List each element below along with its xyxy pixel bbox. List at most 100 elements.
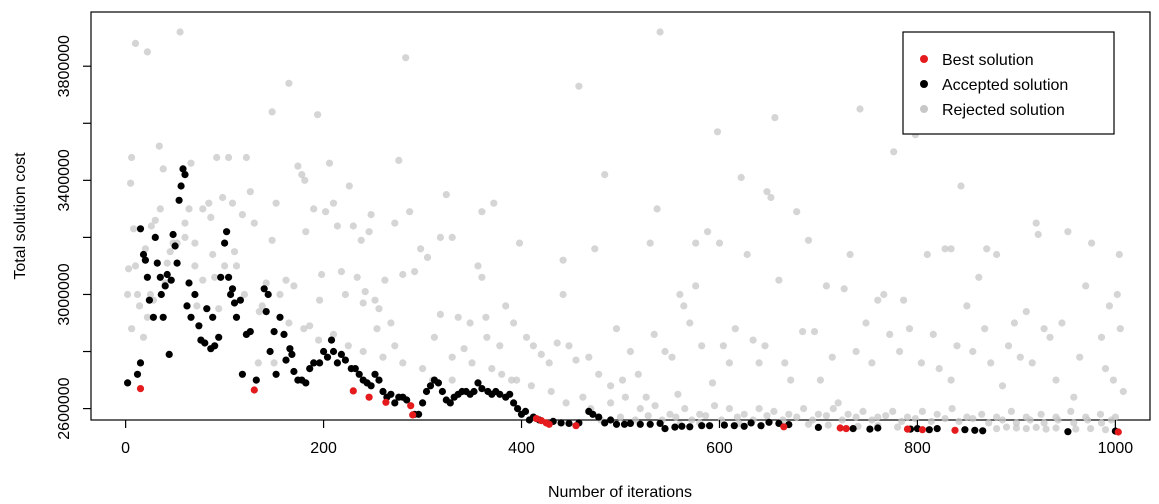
accepted-point (740, 422, 748, 430)
rejected-point (981, 325, 989, 333)
rejected-point (616, 413, 625, 421)
rejected-point (824, 421, 832, 429)
rejected-point (359, 347, 367, 356)
accepted-point (351, 365, 359, 373)
best-point (409, 411, 417, 419)
rejected-point (1012, 424, 1021, 432)
rejected-point (868, 359, 876, 367)
rejected-point (191, 262, 199, 270)
accepted-point (288, 350, 296, 358)
rejected-point (978, 410, 986, 418)
accepted-point (195, 322, 203, 330)
best-point (382, 398, 390, 406)
accepted-point (478, 385, 486, 393)
rejected-point (856, 105, 864, 113)
rejected-point (468, 359, 476, 367)
rejected-point (763, 188, 771, 196)
accepted-point (387, 390, 395, 398)
accepted-point (595, 413, 603, 421)
rejected-point (1054, 416, 1062, 424)
rejected-point (983, 245, 991, 253)
rejected-point (1076, 353, 1084, 361)
accepted-point (264, 290, 272, 299)
rejected-point (838, 416, 846, 424)
accepted-point (136, 359, 145, 367)
rejected-point (618, 376, 627, 384)
rejected-point (375, 305, 383, 313)
accepted-point (979, 427, 987, 435)
rejected-point (391, 219, 399, 227)
rejected-point (987, 359, 995, 367)
rejected-point (844, 410, 852, 418)
accepted-point (391, 399, 399, 407)
accepted-point (849, 425, 857, 433)
rejected-point (969, 415, 977, 423)
rejected-point (692, 239, 700, 247)
accepted-point (422, 387, 431, 396)
rejected-point (124, 290, 132, 299)
rejected-point (923, 250, 931, 259)
rejected-point (242, 153, 250, 162)
rejected-point (672, 413, 680, 421)
rejected-point (1067, 407, 1075, 415)
rejected-point (993, 413, 1001, 421)
rejected-point (852, 347, 860, 356)
legend-label-accepted: Accepted solution (942, 77, 1068, 94)
rejected-point (163, 259, 171, 267)
rejected-point (1032, 423, 1040, 431)
rejected-point (595, 370, 603, 378)
rejected-point (254, 359, 262, 367)
accepted-point (419, 399, 427, 407)
rejected-point (399, 359, 407, 367)
accepted-point (565, 419, 573, 427)
rejected-point (651, 402, 659, 410)
rejected-point (761, 342, 769, 350)
rejected-point (793, 208, 801, 216)
rejected-point (359, 299, 367, 307)
accepted-point (720, 421, 729, 429)
rejected-point (367, 211, 375, 219)
rejected-point (238, 211, 246, 219)
rejected-point (816, 376, 825, 384)
rejected-point (1096, 410, 1105, 418)
rejected-point (302, 228, 310, 236)
rejected-point (1064, 228, 1072, 236)
best-point (780, 423, 788, 431)
rejected-point (1087, 425, 1095, 433)
accepted-point (375, 376, 383, 384)
rejected-point (508, 376, 516, 384)
rejected-point (1105, 302, 1113, 310)
rejected-point (553, 339, 561, 347)
rejected-point (329, 199, 338, 207)
rejected-point (211, 273, 219, 281)
rejected-point (713, 128, 722, 136)
rejected-point (696, 410, 704, 418)
rejected-point (344, 342, 352, 350)
rejected-point (927, 417, 935, 425)
accepted-point (217, 273, 225, 281)
best-point (903, 425, 912, 433)
rejected-point (1034, 230, 1042, 239)
rejected-point (676, 290, 684, 299)
accepted-point (341, 356, 349, 364)
rejected-point (947, 245, 955, 253)
accepted-points (124, 165, 1119, 436)
rejected-point (585, 353, 593, 361)
rejected-point (255, 308, 263, 316)
accepted-point (446, 399, 454, 407)
rejected-point (322, 208, 330, 216)
accepted-point (656, 419, 664, 427)
y-tick-label: 3400000 (56, 149, 73, 211)
accepted-point (626, 419, 635, 427)
accepted-point (177, 182, 185, 190)
best-point (1114, 428, 1122, 436)
accepted-point (157, 290, 165, 299)
y-tick-label: 2600000 (56, 377, 73, 439)
accepted-point (514, 405, 522, 413)
accepted-point (183, 302, 191, 310)
rejected-point (285, 319, 293, 327)
rejected-point (607, 382, 615, 390)
rejected-point (147, 222, 155, 230)
rejected-point (128, 153, 136, 162)
accepted-point (521, 407, 530, 415)
